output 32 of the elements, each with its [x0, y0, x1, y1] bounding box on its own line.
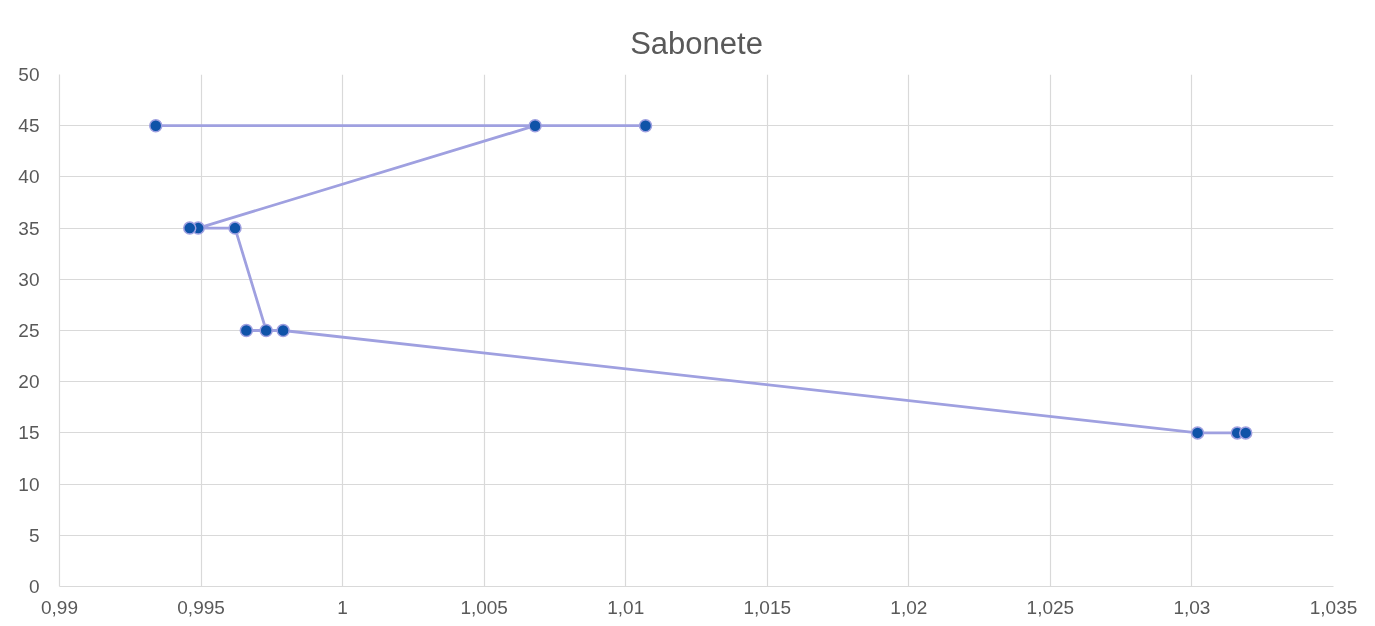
y-tick-label: 30	[18, 268, 40, 290]
x-tick-label: 1,02	[890, 596, 928, 618]
x-tick-label: 1,005	[460, 596, 508, 618]
y-tick-label: 35	[18, 217, 40, 239]
point	[149, 118, 163, 133]
x-tick-label: 1,015	[743, 596, 792, 618]
point	[228, 221, 242, 235]
point	[1238, 426, 1253, 440]
point	[638, 118, 653, 133]
point	[276, 323, 290, 338]
point	[182, 221, 197, 235]
x-tick-label: 0,99	[41, 596, 78, 618]
y-tick-label: 15	[18, 422, 40, 444]
x-tick-label: 1,01	[607, 596, 645, 618]
point	[259, 323, 273, 338]
y-tick-label: 25	[18, 320, 40, 341]
y-tick-label: 10	[18, 473, 40, 495]
point	[528, 118, 542, 133]
x-tick-label: 1,03	[1173, 596, 1211, 618]
x-tick-label: 1,035	[1309, 596, 1358, 618]
y-tick-label: 45	[18, 115, 40, 137]
point	[239, 323, 254, 338]
point	[1190, 426, 1205, 440]
y-tick-label: 20	[18, 371, 40, 393]
y-tick-label: 5	[28, 524, 40, 546]
x-tick-label: 1	[337, 596, 348, 618]
chart-title: Sabonete	[630, 25, 763, 61]
y-tick-label: 40	[18, 166, 40, 188]
x-tick-label: 1,025	[1026, 596, 1075, 618]
y-tick-label: 50	[18, 64, 40, 85]
x-tick-label: 0,995	[177, 596, 225, 618]
y-tick-label: 0	[28, 576, 40, 597]
